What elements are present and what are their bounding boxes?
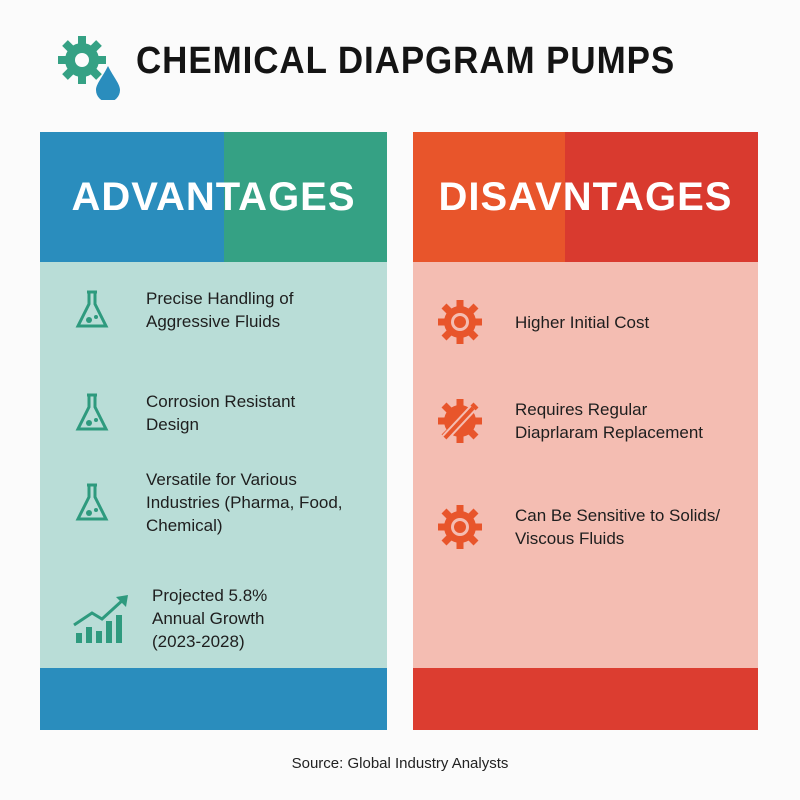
flask-icon bbox=[75, 483, 109, 520]
water-drop-icon bbox=[96, 66, 120, 100]
gear-icon bbox=[438, 300, 482, 344]
advantage-text: Precise Handling of Aggressive Fluids bbox=[146, 289, 294, 331]
gear-icon bbox=[438, 505, 482, 549]
advantages-header: ADVANTAGES bbox=[40, 132, 387, 262]
source-caption: Source: Global Industry Analysts bbox=[291, 755, 509, 772]
growth-chart-icon bbox=[73, 594, 128, 643]
flask-icon bbox=[75, 393, 109, 431]
advantages-panel: ADVANTAGES Precise Handling of Aggressiv… bbox=[40, 132, 387, 730]
disadvantage-item: Requires Regular Diaprlaram Replacement bbox=[435, 396, 703, 446]
advantages-footer bbox=[40, 668, 387, 730]
advantage-text: Projected 5.8% Annual Growth (2023-2028) bbox=[152, 586, 268, 651]
disadvantage-item: Can Be Sensitive to Solids/ Viscous Flui… bbox=[435, 502, 720, 552]
disadvantage-text: Higher Initial Cost bbox=[515, 312, 650, 332]
disadvantage-text: Requires Regular Diaprlaram Replacement bbox=[515, 400, 704, 442]
disadvantages-panel: DISAVNTAGES Higher Initial Cost Requires… bbox=[413, 132, 758, 730]
logo bbox=[58, 36, 120, 100]
disadvantage-text: Can Be Sensitive to Solids/ Viscous Flui… bbox=[515, 506, 721, 548]
flask-icon bbox=[75, 290, 109, 328]
advantage-item: Corrosion Resistant Design bbox=[72, 390, 295, 436]
advantage-text: Corrosion Resistant Design bbox=[146, 392, 296, 434]
page-title: CHEMICAL DIAPGRAM PUMPS bbox=[136, 40, 676, 82]
disadvantages-footer bbox=[413, 668, 758, 730]
advantage-item: Precise Handling of Aggressive Fluids bbox=[72, 287, 293, 333]
advantage-item: Projected 5.8% Annual Growth (2023-2028) bbox=[72, 584, 267, 653]
disadvantages-header: DISAVNTAGES bbox=[413, 132, 758, 262]
advantage-text: Versatile for Various Industries (Pharma… bbox=[146, 470, 343, 535]
advantage-item: Versatile for Various Industries (Pharma… bbox=[72, 468, 343, 537]
gear-icon bbox=[58, 36, 106, 84]
gear-wrench-icon bbox=[438, 399, 482, 443]
disadvantage-item: Higher Initial Cost bbox=[435, 297, 649, 347]
